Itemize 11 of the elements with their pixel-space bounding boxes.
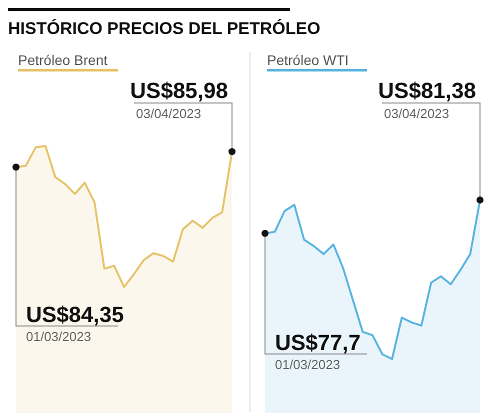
text: 03/04/2023: [136, 106, 202, 121]
text: 03/04/2023: [384, 106, 450, 121]
text: US$81,38: [378, 78, 476, 103]
chart-title: HISTÓRICO PRECIOS DEL PETRÓLEO: [8, 18, 320, 38]
text: Petróleo WTI: [267, 52, 349, 68]
text: US$85,98: [130, 78, 228, 103]
text: Petróleo Brent: [18, 52, 108, 68]
annotation: US$77,7: [275, 330, 361, 355]
text: 01/03/2023: [26, 329, 92, 344]
text: US$84,35: [26, 302, 124, 327]
annotation: 01/03/2023: [275, 357, 340, 372]
